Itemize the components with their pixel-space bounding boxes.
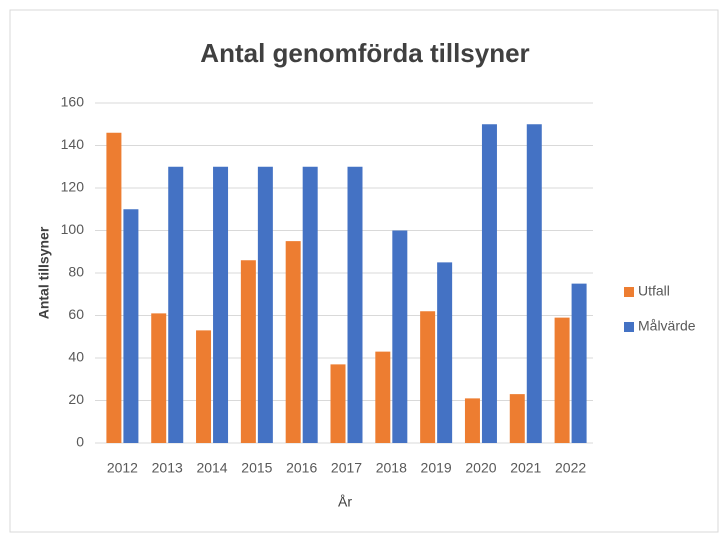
bar <box>257 166 273 443</box>
legend-label: Utfall <box>638 283 670 299</box>
bar <box>554 317 570 443</box>
bar <box>464 398 480 443</box>
bar <box>481 124 497 443</box>
bar <box>375 351 391 443</box>
legend-label: Målvärde <box>638 318 696 334</box>
bar <box>347 166 363 443</box>
y-tick-label: 0 <box>76 434 84 450</box>
bar <box>526 124 542 443</box>
bar <box>123 209 139 443</box>
bar <box>509 394 525 443</box>
bar <box>213 166 229 443</box>
x-tick-label: 2013 <box>152 460 183 476</box>
x-axis-title: År <box>338 494 352 510</box>
bar <box>240 260 256 443</box>
legend-swatch <box>624 322 634 332</box>
y-tick-label: 60 <box>68 306 84 322</box>
x-tick-label: 2018 <box>376 460 407 476</box>
y-axis-title: Antal tillsyner <box>36 226 52 319</box>
bar <box>196 330 212 443</box>
bar <box>168 166 184 443</box>
x-tick-label: 2015 <box>241 460 272 476</box>
bar <box>392 230 408 443</box>
y-tick-label: 40 <box>68 349 84 365</box>
x-tick-label: 2022 <box>555 460 586 476</box>
y-tick-label: 160 <box>61 94 85 110</box>
y-tick-label: 120 <box>61 179 85 195</box>
y-tick-label: 80 <box>68 264 84 280</box>
bar <box>571 283 587 443</box>
bar <box>420 311 436 443</box>
y-tick-label: 20 <box>68 391 84 407</box>
x-tick-label: 2019 <box>421 460 452 476</box>
x-tick-label: 2021 <box>510 460 541 476</box>
y-tick-label: 140 <box>61 136 85 152</box>
bar <box>106 132 122 443</box>
chart-title: Antal genomförda tillsyner <box>200 38 529 68</box>
bar <box>151 313 167 443</box>
bar <box>285 241 301 443</box>
x-tick-label: 2016 <box>286 460 317 476</box>
bar <box>437 262 453 443</box>
x-tick-label: 2017 <box>331 460 362 476</box>
legend-swatch <box>624 287 634 297</box>
x-tick-label: 2012 <box>107 460 138 476</box>
bar <box>330 364 346 443</box>
bar <box>302 166 318 443</box>
y-tick-label: 100 <box>61 221 85 237</box>
x-tick-label: 2014 <box>196 460 227 476</box>
x-tick-label: 2020 <box>465 460 496 476</box>
